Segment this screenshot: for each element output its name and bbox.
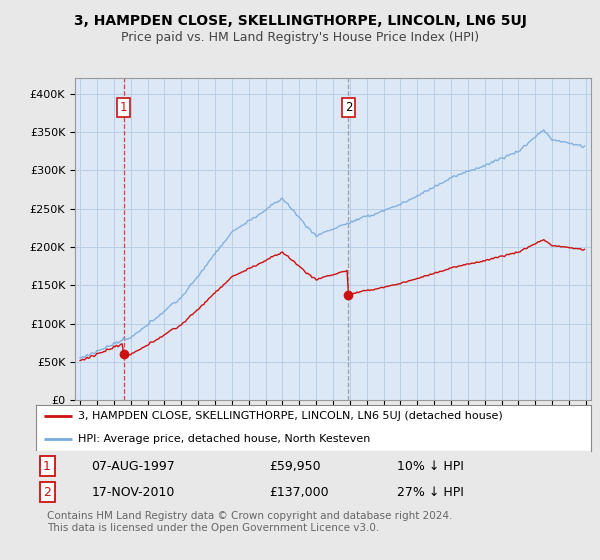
Text: 3, HAMPDEN CLOSE, SKELLINGTHORPE, LINCOLN, LN6 5UJ: 3, HAMPDEN CLOSE, SKELLINGTHORPE, LINCOL… — [74, 14, 526, 28]
Text: 07-AUG-1997: 07-AUG-1997 — [92, 460, 175, 473]
Text: 17-NOV-2010: 17-NOV-2010 — [92, 486, 175, 499]
Text: 2: 2 — [43, 486, 51, 499]
Text: 3, HAMPDEN CLOSE, SKELLINGTHORPE, LINCOLN, LN6 5UJ (detached house): 3, HAMPDEN CLOSE, SKELLINGTHORPE, LINCOL… — [77, 412, 502, 421]
Text: Contains HM Land Registry data © Crown copyright and database right 2024.
This d: Contains HM Land Registry data © Crown c… — [47, 511, 452, 533]
Text: 1: 1 — [43, 460, 51, 473]
Text: 27% ↓ HPI: 27% ↓ HPI — [397, 486, 464, 499]
Text: 10% ↓ HPI: 10% ↓ HPI — [397, 460, 464, 473]
Text: 1: 1 — [120, 101, 127, 114]
Text: £137,000: £137,000 — [269, 486, 329, 499]
Text: Price paid vs. HM Land Registry's House Price Index (HPI): Price paid vs. HM Land Registry's House … — [121, 31, 479, 44]
Text: 2: 2 — [345, 101, 352, 114]
Text: £59,950: £59,950 — [269, 460, 321, 473]
Text: HPI: Average price, detached house, North Kesteven: HPI: Average price, detached house, Nort… — [77, 435, 370, 444]
